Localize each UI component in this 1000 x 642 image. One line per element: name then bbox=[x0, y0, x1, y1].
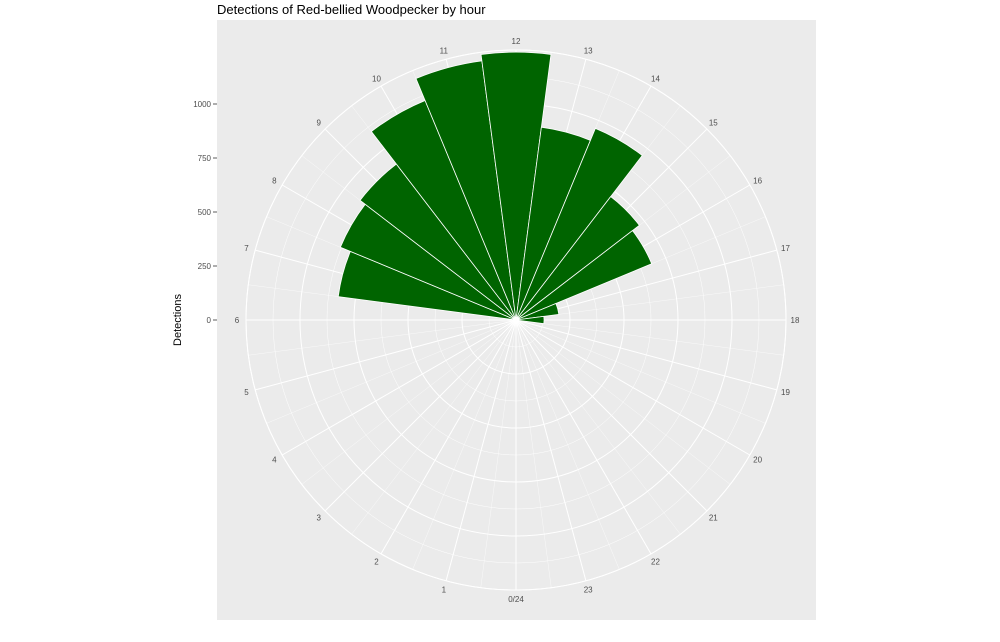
hour-label-11: 11 bbox=[440, 47, 449, 56]
hour-label-2: 2 bbox=[374, 558, 379, 567]
hour-label-18: 18 bbox=[791, 316, 800, 325]
y-tick-label: 500 bbox=[198, 208, 212, 217]
hour-label-20: 20 bbox=[753, 456, 762, 465]
hour-label-0-24: 0/24 bbox=[508, 595, 524, 604]
hour-label-21: 21 bbox=[709, 513, 718, 522]
bar-layer bbox=[337, 51, 653, 325]
outer-circle-gridline bbox=[245, 49, 787, 591]
hour-label-10: 10 bbox=[372, 74, 381, 83]
hour-label-7: 7 bbox=[244, 244, 249, 253]
hour-label-15: 15 bbox=[709, 119, 718, 128]
bar-hour-15 bbox=[515, 196, 640, 321]
bar-hour-18 bbox=[515, 315, 545, 325]
bar-hour-17 bbox=[515, 302, 560, 321]
hour-label-13: 13 bbox=[584, 47, 593, 56]
hour-label-19: 19 bbox=[781, 388, 790, 397]
hour-label-23: 23 bbox=[584, 586, 593, 595]
bar-hour-16 bbox=[515, 230, 653, 321]
hour-label-9: 9 bbox=[316, 119, 321, 128]
chart-title: Detections of Red-bellied Woodpecker by … bbox=[217, 2, 486, 17]
y-tick-label: 750 bbox=[198, 154, 212, 163]
hour-label-16: 16 bbox=[753, 177, 762, 186]
hour-label-1: 1 bbox=[442, 586, 447, 595]
bar-hour-12 bbox=[480, 51, 552, 321]
hour-label-14: 14 bbox=[651, 74, 660, 83]
y-tick-label: 1000 bbox=[193, 100, 211, 109]
hour-label-3: 3 bbox=[316, 513, 321, 522]
hour-label-layer: 0/24123456789101112131415161718192021222… bbox=[235, 37, 800, 604]
hour-label-12: 12 bbox=[512, 37, 521, 46]
hour-label-6: 6 bbox=[235, 316, 240, 325]
bar-hour-14 bbox=[515, 127, 643, 321]
hour-label-17: 17 bbox=[781, 244, 790, 253]
hour-label-8: 8 bbox=[272, 177, 277, 186]
hour-label-5: 5 bbox=[244, 388, 249, 397]
y-tick-label: 250 bbox=[198, 262, 212, 271]
hour-label-4: 4 bbox=[272, 456, 277, 465]
y-tick-layer: 0 250 500 750 1000 bbox=[193, 100, 217, 325]
y-tick-label: 0 bbox=[207, 316, 212, 325]
hour-label-22: 22 bbox=[651, 558, 660, 567]
